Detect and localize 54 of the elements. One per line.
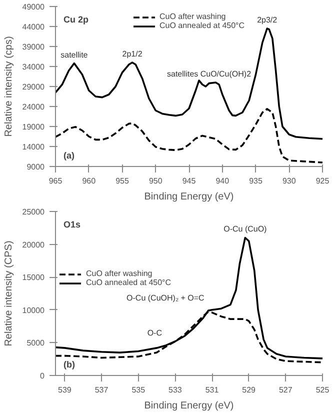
y-tick-label: 34000 bbox=[22, 62, 46, 72]
x-tick-label: 529 bbox=[242, 386, 256, 394]
x-tick-label: 955 bbox=[116, 176, 130, 186]
y-tick-label: 0 bbox=[40, 372, 46, 380]
y-tick-label: 20000 bbox=[22, 240, 46, 250]
y-axis-title: Relative intensity (cps) bbox=[3, 36, 14, 137]
annotation: (b) bbox=[64, 360, 75, 370]
y-axis-title: Relative intensity (CPS) bbox=[3, 240, 14, 346]
y-tick-label: 29000 bbox=[22, 82, 46, 92]
x-axis-title: Binding Energy (eV) bbox=[144, 192, 234, 202]
y-tick-label: 9000 bbox=[26, 162, 46, 172]
line-series bbox=[56, 236, 322, 360]
annotation: 2p1/2 bbox=[122, 50, 143, 58]
legend-label: CuO after washing bbox=[159, 12, 226, 21]
y-tick-label: 10000 bbox=[22, 306, 46, 315]
annotation: O-C bbox=[147, 328, 162, 338]
x-tick-label: 930 bbox=[282, 176, 296, 186]
y-tick-label: 49000 bbox=[22, 2, 46, 12]
x-tick-label: 940 bbox=[216, 176, 230, 186]
x-tick-label: 537 bbox=[94, 386, 109, 394]
x-tick-label: 539 bbox=[58, 386, 72, 394]
x-tick-label: 965 bbox=[48, 176, 63, 186]
annotation: 2p3/2 bbox=[257, 16, 278, 24]
annotation: O-Cu (CuO) bbox=[224, 224, 268, 234]
x-tick-label: 935 bbox=[249, 176, 263, 186]
x-tick-label: 531 bbox=[205, 386, 220, 394]
annotation: O1s bbox=[64, 220, 81, 230]
x-tick-label: 925 bbox=[316, 176, 330, 186]
y-tick-label: 25000 bbox=[22, 208, 46, 216]
x-tick-label: 945 bbox=[182, 176, 196, 186]
y-tick-label: 19000 bbox=[22, 122, 46, 132]
annotation: (a) bbox=[64, 150, 74, 160]
annotation: satellite bbox=[60, 50, 88, 60]
annotation: satellites CuO/Cu(OH)2 bbox=[167, 70, 252, 78]
x-tick-label: 527 bbox=[279, 386, 293, 394]
legend-label: CuO annealed at 450°C bbox=[86, 278, 172, 287]
x-axis-title: Binding Energy (eV) bbox=[144, 400, 234, 412]
y-tick-label: 24000 bbox=[22, 102, 46, 112]
y-tick-label: 15000 bbox=[22, 273, 46, 282]
y-tick-label: 39000 bbox=[22, 42, 46, 52]
x-tick-label: 525 bbox=[316, 386, 330, 394]
y-tick-label: 14000 bbox=[22, 142, 46, 152]
line-series bbox=[56, 108, 322, 164]
annotation: O-Cu (CuOH)₂ + O=C bbox=[126, 294, 205, 303]
x-tick-label: 950 bbox=[148, 176, 163, 186]
line-series bbox=[56, 28, 322, 140]
y-tick-label: 44000 bbox=[22, 22, 46, 32]
legend-label: CuO after washing bbox=[86, 269, 152, 278]
y-tick-label: 5000 bbox=[26, 338, 46, 348]
annotation: Cu 2p bbox=[64, 14, 90, 24]
x-tick-label: 960 bbox=[82, 176, 96, 186]
legend-label: CuO annealed at 450°C bbox=[159, 21, 245, 30]
x-tick-label: 533 bbox=[168, 386, 182, 394]
x-tick-label: 535 bbox=[132, 386, 146, 394]
